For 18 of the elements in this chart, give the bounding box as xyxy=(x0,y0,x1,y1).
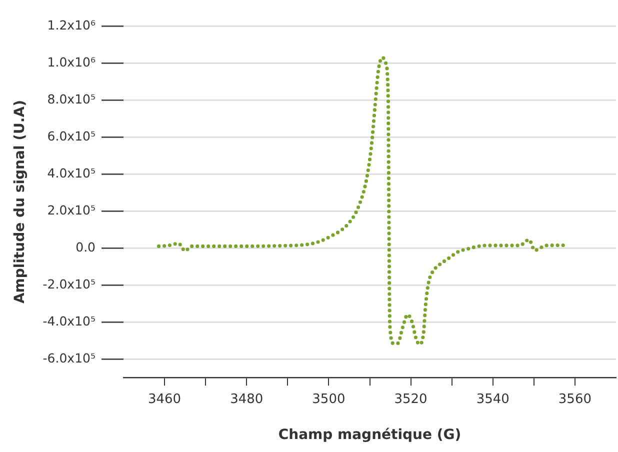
y-tick-label: 6.0x10⁵ xyxy=(47,128,96,144)
x-tick-label: 3500 xyxy=(312,392,346,407)
y-tick-label: 8.0x10⁵ xyxy=(47,91,96,106)
x-tick-label: 3560 xyxy=(558,392,592,407)
x-tick-label: 3540 xyxy=(476,392,510,407)
y-axis-title: Amplitude du signal (U.A) xyxy=(12,100,28,304)
y-tick-label: 1.0x10⁶ xyxy=(47,54,96,70)
y-tick-label: 2.0x10⁵ xyxy=(47,202,96,218)
x-tick-label: 3520 xyxy=(394,392,428,407)
y-tick-label: 0.0 xyxy=(76,239,96,254)
x-tick-label: 3460 xyxy=(148,392,182,407)
y-tick-label: 4.0x10⁵ xyxy=(47,165,96,180)
y-tick-label: 1.2x10⁶ xyxy=(47,17,96,32)
y-tick-label: -6.0x10⁵ xyxy=(42,350,96,366)
y-tick-label: -2.0x10⁵ xyxy=(42,276,96,292)
x-axis-title: Champ magnétique (G) xyxy=(278,427,462,444)
x-tick-label: 3480 xyxy=(230,392,264,407)
y-tick-label: -4.0x10⁵ xyxy=(42,313,96,328)
